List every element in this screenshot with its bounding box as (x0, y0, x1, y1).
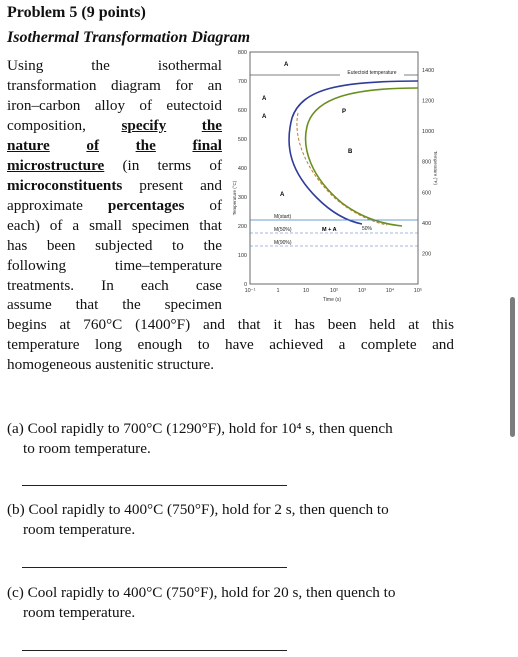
statement-line: begins at 760°C (1400°F) and that it has… (7, 316, 454, 333)
problem-statement-column: Using the isothermal transformation diag… (7, 56, 222, 296)
statement-line: iron–carbon alloy of eutectoid (7, 97, 222, 114)
region-label-bainite: B (348, 149, 353, 155)
y-left-tick-label: 100 (238, 253, 247, 259)
region-label-austenite: A (262, 114, 267, 120)
eutectoid-label-bg (340, 68, 404, 76)
x-tick-label: 1 (276, 288, 279, 294)
emphasis-specify: specify (121, 117, 167, 134)
y-left-tick-label: 700 (238, 79, 247, 85)
statement-line: treatments. In each case (7, 277, 222, 294)
x-tick-label: 10³ (358, 288, 366, 294)
region-label-martensite-austenite: M + A (322, 227, 337, 233)
y-right-tick-label: 1400 (422, 68, 434, 74)
y-left-tick-label: 400 (238, 166, 247, 172)
statement-line: each) of a small specimen that (7, 217, 222, 234)
x-tick-label: 10⁵ (414, 287, 422, 294)
statement-line: approximate percentages of (7, 197, 222, 214)
statement-line: composition, specify the (7, 117, 223, 134)
region-label-austenite: A (262, 96, 267, 102)
region-label-austenite: A (280, 192, 285, 198)
statement-line: assume that the specimen (7, 296, 222, 313)
statement-line: nature of the final (7, 137, 222, 154)
y-right-tick-label: 400 (422, 221, 431, 227)
problem-subtitle: Isothermal Transformation Diagram (7, 29, 251, 46)
m-90-label: M(90%) (274, 240, 292, 246)
region-label-austenite: A (284, 62, 289, 68)
statement-line: microstructure (in terms of (7, 157, 223, 174)
y-right-tick-label: 200 (422, 251, 431, 257)
x-tick-label: 10 (303, 288, 309, 294)
y-left-tick-label: 800 (238, 50, 247, 56)
y-right-tick-label: 800 (422, 160, 431, 166)
problem-title: Problem 5 (9 points) (7, 4, 146, 21)
question-c: (c) Cool rapidly to 400°C (750°F), hold … (7, 584, 396, 621)
problem-statement-continued: assume that the specimen begins at 760°C… (7, 295, 454, 375)
y-left-tick-label: 0 (244, 282, 247, 288)
statement-line: microconstituents present and (7, 177, 222, 194)
statement-line: transformation diagram for an (7, 77, 222, 94)
scrollbar-thumb[interactable] (510, 297, 515, 437)
emphasis-microconstituents: microconstituents (7, 177, 123, 194)
question-b: (b) Cool rapidly to 400°C (750°F), hold … (7, 501, 389, 538)
eutectoid-label: Eutectoid temperature (347, 70, 396, 76)
y-left-tick-label: 500 (238, 137, 247, 143)
x-tick-label: 10⁻¹ (245, 288, 256, 294)
emphasis-nature: nature (7, 137, 50, 154)
statement-line: homogeneous austenitic structure. (7, 356, 215, 373)
y-right-label: Temperature (°F) (433, 151, 438, 186)
y-left-tick-label: 300 (238, 195, 247, 201)
emphasis-microstructure: microstructure (7, 157, 105, 174)
statement-line: Using the isothermal (7, 57, 222, 74)
answer-line-a[interactable] (22, 485, 287, 486)
x-tick-label: 10² (330, 288, 338, 294)
answer-line-c[interactable] (22, 650, 287, 651)
region-label-pearlite: P (342, 109, 346, 115)
y-left-tick-label: 600 (238, 108, 247, 114)
y-right-tick-label: 600 (422, 190, 431, 196)
x-axis-label: Time (s) (323, 297, 341, 303)
x-tick-label: 10⁴ (386, 287, 395, 294)
start-curve (288, 80, 419, 225)
plot-frame (249, 51, 419, 285)
finish-curve (304, 87, 419, 227)
y-right-tick-label: 1200 (422, 99, 434, 105)
emphasis-percentages: percentages (107, 197, 185, 214)
m-start-label: M(start) (274, 214, 292, 220)
statement-line: temperature long enough to have achieved… (7, 336, 454, 353)
statement-line: following time–temperature (7, 257, 222, 274)
question-a: (a) Cool rapidly to 700°C (1290°F), hold… (7, 420, 393, 457)
fifty-percent-label: 50% (362, 226, 373, 232)
y-right-tick-label: 1000 (422, 129, 434, 135)
answer-line-b[interactable] (22, 567, 287, 568)
y-left-label: Temperature (°C) (232, 180, 237, 215)
y-left-tick-label: 200 (238, 224, 247, 230)
m-50-label: M(50%) (274, 227, 292, 233)
statement-line: has been subjected to the (7, 237, 222, 254)
